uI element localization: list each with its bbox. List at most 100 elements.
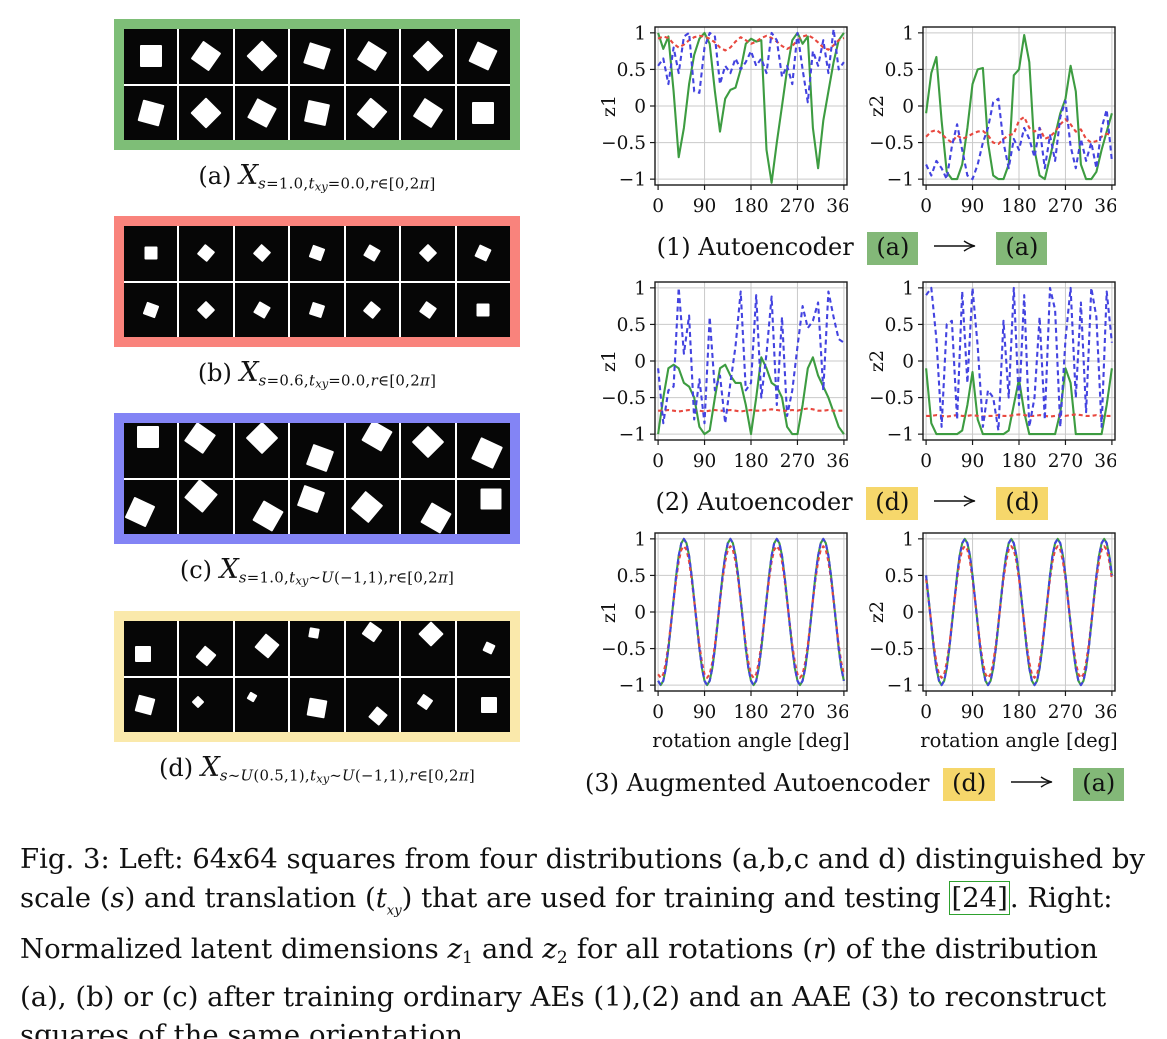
y-tick-label: −1 bbox=[887, 676, 914, 697]
text-segment: π bbox=[419, 371, 431, 390]
sample-panel-c bbox=[114, 413, 520, 544]
panel-caption-a: (a) Xs=1.0,txy=0.0,r∈[0,2π] bbox=[114, 160, 520, 193]
y-tick-label: 0.5 bbox=[885, 566, 914, 587]
white-square bbox=[142, 301, 160, 319]
caption-line: scale (s) and translation (txy) that are… bbox=[20, 879, 1154, 931]
text-segment: s bbox=[258, 371, 267, 390]
white-square bbox=[481, 696, 498, 713]
sample-cell bbox=[124, 282, 178, 337]
text-segment: ∼ bbox=[308, 568, 322, 587]
text-segment: ∈[0,2 bbox=[416, 766, 459, 785]
text-segment: r bbox=[370, 174, 378, 193]
latent-plot-z1: 0 90 180 270 360 −1 −0.5 0 0.5 1 z1 rotation angle … bbox=[598, 529, 862, 752]
white-square bbox=[296, 484, 326, 513]
x-tick-label: 360 bbox=[826, 196, 848, 217]
white-square bbox=[411, 425, 445, 459]
white-square bbox=[134, 646, 151, 663]
white-square bbox=[144, 246, 158, 260]
x-tick-label: 90 bbox=[693, 451, 717, 472]
sample-cell bbox=[234, 621, 289, 676]
text-segment: ∼ bbox=[227, 766, 241, 785]
text-segment: z bbox=[542, 933, 557, 966]
plot-z1: 0 90 180 270 360 −1 −0.5 0 0.5 1 z1 rotation angle … bbox=[585, 523, 862, 762]
text-segment: (b) bbox=[197, 359, 240, 387]
text-segment: r bbox=[812, 933, 827, 966]
white-square bbox=[306, 697, 328, 719]
panel-caption-d: (d) Xs∼U(0.5,1),txy∼U(−1,1),r∈[0,2π] bbox=[114, 752, 520, 785]
text-segment: Fig. 3: Left: 64x64 squares from four di… bbox=[20, 843, 1146, 875]
sample-cell bbox=[290, 29, 344, 84]
text-segment: s bbox=[238, 568, 247, 587]
plot-row-caption-3: (3) Augmented Autoencoder (d) (a) bbox=[585, 762, 1125, 802]
caption-line: (a), (b) or (c) after training ordinary … bbox=[20, 978, 1154, 1017]
series-red bbox=[658, 407, 844, 413]
x-axis-label: rotation angle [deg] bbox=[652, 729, 848, 752]
text-segment: (a), (b) or (c) after training ordinary … bbox=[20, 980, 1107, 1013]
sample-cell bbox=[401, 29, 455, 84]
text-segment: ] bbox=[468, 766, 475, 785]
x-tick-label: 360 bbox=[826, 702, 848, 723]
latent-plot-z1: 0 90 180 270 360 −1 −0.5 0 0.5 1 z1 bbox=[598, 23, 862, 217]
text-segment: (−1,1), bbox=[354, 766, 410, 785]
latent-plot-z1: 0 90 180 270 360 −1 −0.5 0 0.5 1 z1 bbox=[598, 278, 862, 472]
white-square bbox=[246, 97, 277, 128]
text-segment: 2 bbox=[556, 948, 569, 969]
y-tick-label: −1 bbox=[619, 170, 646, 191]
sample-panel-b bbox=[114, 216, 520, 347]
x-tick-label: 0 bbox=[652, 451, 664, 472]
distribution-highlight: (a) bbox=[867, 232, 919, 266]
y-axis-label: z1 bbox=[598, 350, 620, 372]
y-tick-label: −0.5 bbox=[601, 388, 646, 409]
sample-cell bbox=[179, 621, 233, 676]
plot-row-3: 0 90 180 270 360 −1 −0.5 0 0.5 1 z1 rotation angle … bbox=[585, 523, 1130, 802]
sample-cell bbox=[345, 226, 400, 281]
x-tick-label: 270 bbox=[780, 451, 815, 472]
sample-cell bbox=[124, 423, 178, 478]
x-tick-label: 90 bbox=[693, 196, 717, 217]
text-segment: xy bbox=[295, 573, 309, 588]
text-segment: ) that are used for training and testing bbox=[401, 881, 950, 914]
white-square bbox=[303, 99, 331, 126]
white-square bbox=[351, 490, 384, 523]
white-square bbox=[418, 244, 438, 263]
x-tick-label: 270 bbox=[1048, 702, 1083, 723]
plot-z2: 0 90 180 270 360 −1 −0.5 0 0.5 1 z2 rotation angle … bbox=[853, 523, 1130, 762]
x-tick-label: 0 bbox=[920, 702, 932, 723]
white-square bbox=[303, 42, 331, 71]
right-arrow-icon bbox=[1010, 767, 1058, 795]
white-square bbox=[184, 423, 217, 455]
plot-pair: 0 90 180 270 360 −1 −0.5 0 0.5 1 z1 0 90 180 270 360 −1 −… bbox=[585, 272, 1130, 481]
text-segment: z bbox=[447, 933, 462, 966]
sample-cell bbox=[179, 677, 233, 732]
distribution-highlight: (d) bbox=[996, 487, 1049, 521]
text-segment: =1.0, bbox=[246, 568, 290, 587]
y-tick-label: 0.5 bbox=[617, 566, 646, 587]
white-square bbox=[474, 244, 492, 262]
y-tick-label: 1 bbox=[902, 529, 914, 550]
series-blue bbox=[925, 537, 1113, 687]
sample-cell bbox=[234, 479, 289, 534]
text-segment: π bbox=[437, 568, 449, 587]
right-arrow-icon bbox=[1011, 776, 1053, 788]
sample-cell bbox=[234, 282, 289, 337]
y-tick-label: 1 bbox=[634, 23, 646, 44]
text-segment: Normalized latent dimensions bbox=[20, 933, 448, 966]
sample-panel-d bbox=[114, 611, 520, 742]
white-square bbox=[252, 300, 271, 319]
series-blue bbox=[657, 286, 845, 425]
x-tick-label: 0 bbox=[652, 702, 664, 723]
sample-cell bbox=[345, 677, 400, 732]
text-segment: (−1,1), bbox=[334, 568, 389, 587]
text-segment: xy bbox=[315, 376, 329, 391]
caption-line: Fig. 3: Left: 64x64 squares from four di… bbox=[20, 840, 1154, 879]
x-tick-label: 180 bbox=[1001, 451, 1036, 472]
white-square bbox=[137, 99, 165, 127]
latent-plot-z2: 0 90 180 270 360 −1 −0.5 0 0.5 1 z2 bbox=[866, 278, 1130, 472]
text-segment: r bbox=[409, 766, 417, 785]
text-segment: scale ( bbox=[20, 881, 111, 914]
distribution-highlight: (a) bbox=[1073, 768, 1125, 802]
y-tick-label: 1 bbox=[902, 23, 914, 44]
plot-row-2: 0 90 180 270 360 −1 −0.5 0 0.5 1 z1 0 90 180 270 360 −1 −… bbox=[585, 272, 1130, 521]
plot-row-caption-1: (1) Autoencoder (a) (a) bbox=[585, 226, 1125, 266]
